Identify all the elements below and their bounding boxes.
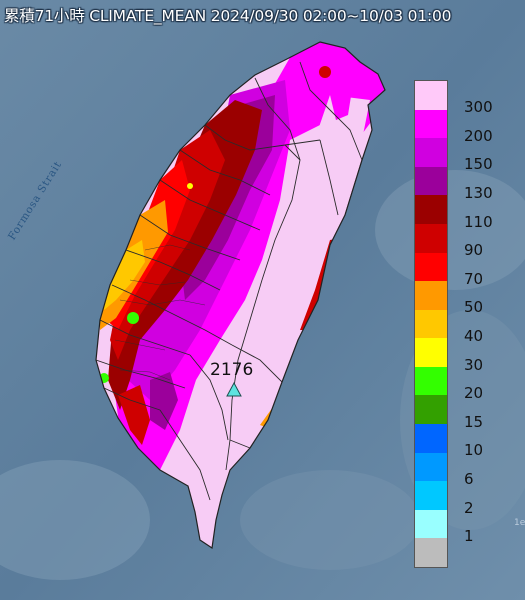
legend-label: 10 xyxy=(464,441,484,460)
legend-swatch xyxy=(415,281,447,311)
legend-swatch xyxy=(415,366,447,396)
legend-swatch xyxy=(415,395,447,425)
rain-zone-200 xyxy=(330,90,352,120)
rain-zone-90 xyxy=(110,130,225,360)
cloud-patch xyxy=(240,470,420,570)
legend-label: 30 xyxy=(464,355,484,374)
legend-label: 200 xyxy=(464,126,493,145)
legend-label: 20 xyxy=(464,384,484,403)
rain-zone-90 xyxy=(118,385,150,445)
rain-zone-130 xyxy=(150,372,178,430)
rain-zone-20 xyxy=(127,312,139,324)
legend-swatch xyxy=(415,338,447,368)
corner-text: 1e xyxy=(514,518,525,528)
cloud-patch xyxy=(0,460,150,580)
legend-label: 300 xyxy=(464,98,493,117)
legend-swatch xyxy=(415,509,447,539)
legend-label: 130 xyxy=(464,184,493,203)
map-title: 累積71小時 CLIMATE_MEAN 2024/09/30 02:00~10/… xyxy=(4,7,452,25)
legend-label: 40 xyxy=(464,327,484,345)
rain-zone-90 xyxy=(319,66,331,78)
legend-swatch xyxy=(415,538,447,568)
legend-swatch xyxy=(415,424,447,454)
legend-label: 1 xyxy=(464,527,474,546)
cloud-patch xyxy=(375,170,525,290)
island-outline xyxy=(95,41,386,550)
rain-zone-300 xyxy=(200,95,370,470)
legend-swatch xyxy=(415,481,447,511)
legend-swatch xyxy=(415,252,447,282)
max-rainfall-triangle-icon xyxy=(226,382,242,397)
legend-label: 6 xyxy=(464,469,474,488)
legend-swatch xyxy=(415,166,447,196)
rain-zone-30 xyxy=(187,183,193,189)
legend-label: 110 xyxy=(464,212,493,231)
legend-swatch xyxy=(415,452,447,482)
legend-color-bar xyxy=(414,80,448,568)
legend-label: 15 xyxy=(464,412,484,431)
legend-swatch xyxy=(415,223,447,254)
legend-swatch xyxy=(415,109,447,139)
max-rainfall-label: 2176 xyxy=(210,360,254,380)
legend: 300 200 150 130 110 90 70 50 40 30 20 15 10 6 2 1 xyxy=(414,80,514,570)
river-lines xyxy=(114,244,206,381)
rain-zone-200 xyxy=(110,42,385,470)
legend-label: 150 xyxy=(464,155,493,174)
legend-label: 90 xyxy=(464,241,484,260)
legend-swatch xyxy=(415,309,447,339)
legend-swatch xyxy=(415,138,447,168)
legend-label: 70 xyxy=(464,269,484,288)
legend-swatch xyxy=(415,195,447,225)
legend-label: 50 xyxy=(464,298,484,317)
rain-zone-40 xyxy=(104,240,145,310)
rain-zone-110 xyxy=(108,100,262,410)
legend-label: 2 xyxy=(464,498,474,517)
county-boundaries xyxy=(96,61,363,501)
legend-swatch xyxy=(415,81,447,111)
